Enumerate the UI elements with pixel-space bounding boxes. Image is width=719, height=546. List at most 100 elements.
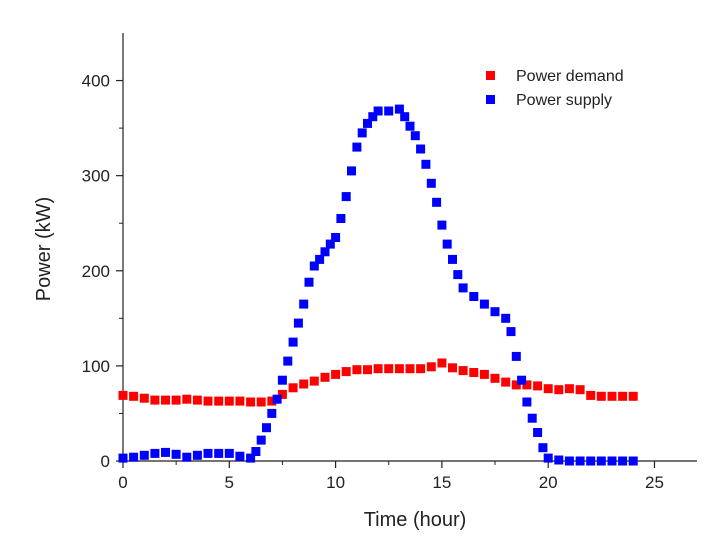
data-point <box>501 377 511 387</box>
data-point <box>246 397 256 407</box>
data-point <box>150 448 160 458</box>
data-point <box>469 292 479 301</box>
data-point <box>533 428 543 437</box>
data-point <box>394 104 404 114</box>
data-point <box>479 299 489 309</box>
data-point <box>139 393 149 403</box>
data-point <box>331 369 341 379</box>
x-tick-label: 15 <box>432 473 451 492</box>
data-point <box>527 413 537 423</box>
data-point <box>182 452 192 462</box>
data-point <box>267 408 277 418</box>
legend-swatch-power-demand <box>486 71 495 80</box>
data-point <box>341 192 351 202</box>
data-point <box>607 391 617 401</box>
data-point <box>453 270 463 280</box>
data-point <box>437 358 447 368</box>
data-point <box>618 391 628 401</box>
data-point <box>416 144 426 154</box>
legend-swatch-power-supply <box>486 95 495 104</box>
data-point <box>246 453 256 463</box>
data-point <box>421 159 431 169</box>
data-point <box>607 456 617 466</box>
data-point <box>336 214 346 223</box>
y-axis-title: Power (kW) <box>33 197 55 301</box>
y-tick-label: 200 <box>82 262 110 281</box>
data-point <box>251 447 261 456</box>
data-point <box>320 247 330 257</box>
data-point <box>277 375 287 385</box>
data-point <box>490 307 500 317</box>
data-point <box>288 337 298 347</box>
x-tick-label: 0 <box>118 473 127 492</box>
data-point <box>410 131 420 141</box>
data-point <box>432 197 442 207</box>
data-point <box>293 318 303 328</box>
data-point <box>618 456 628 466</box>
data-point <box>469 368 479 377</box>
data-point <box>458 283 468 293</box>
data-point <box>309 261 319 271</box>
data-point <box>628 391 638 401</box>
data-point <box>288 383 298 393</box>
y-tick-label: 100 <box>82 357 110 376</box>
legend: Power demand Power supply <box>486 68 624 109</box>
data-point <box>426 362 436 372</box>
data-point <box>501 313 511 323</box>
data-point <box>214 448 224 458</box>
data-point <box>161 395 170 405</box>
data-point <box>490 373 500 383</box>
series-power-demand <box>118 358 638 407</box>
data-point <box>426 178 436 188</box>
data-point <box>564 456 574 466</box>
data-point <box>192 395 202 405</box>
data-point <box>511 380 521 390</box>
x-tick-label: 5 <box>225 473 234 492</box>
data-point <box>299 299 309 309</box>
x-axis-title: Time (hour) <box>364 509 467 531</box>
data-point <box>139 450 149 460</box>
data-point <box>373 106 383 116</box>
y-tick-label: 300 <box>82 167 110 186</box>
data-point <box>325 239 335 249</box>
data-point <box>394 364 404 374</box>
data-point <box>304 277 314 287</box>
data-point <box>315 254 325 264</box>
data-point <box>235 451 245 461</box>
data-point <box>442 239 452 249</box>
data-point <box>448 254 457 264</box>
data-point <box>272 394 282 404</box>
data-point <box>118 390 128 400</box>
data-point <box>522 397 532 407</box>
data-point <box>256 397 266 407</box>
data-point <box>192 450 202 460</box>
data-point <box>400 112 410 122</box>
data-point <box>564 384 574 394</box>
legend-label-power-demand: Power demand <box>516 68 624 85</box>
x-tick-label: 20 <box>539 473 558 492</box>
data-point <box>352 142 362 152</box>
data-point <box>554 455 564 465</box>
data-point <box>416 364 426 374</box>
data-point <box>347 166 356 176</box>
data-point <box>161 447 170 457</box>
data-point <box>628 456 638 466</box>
x-tick-label: 10 <box>326 473 345 492</box>
data-point <box>129 452 139 462</box>
data-point <box>363 118 372 128</box>
data-point <box>320 372 330 382</box>
data-point <box>575 456 585 466</box>
data-point <box>538 443 548 453</box>
data-point <box>575 385 585 395</box>
data-point <box>405 364 415 374</box>
data-point <box>256 435 266 445</box>
data-point <box>596 456 606 466</box>
data-point <box>203 396 213 406</box>
data-point <box>352 365 362 375</box>
data-point <box>341 367 351 377</box>
data-point <box>543 453 553 463</box>
data-point <box>596 391 606 401</box>
data-point <box>517 375 527 385</box>
y-tick-label: 400 <box>82 72 110 91</box>
